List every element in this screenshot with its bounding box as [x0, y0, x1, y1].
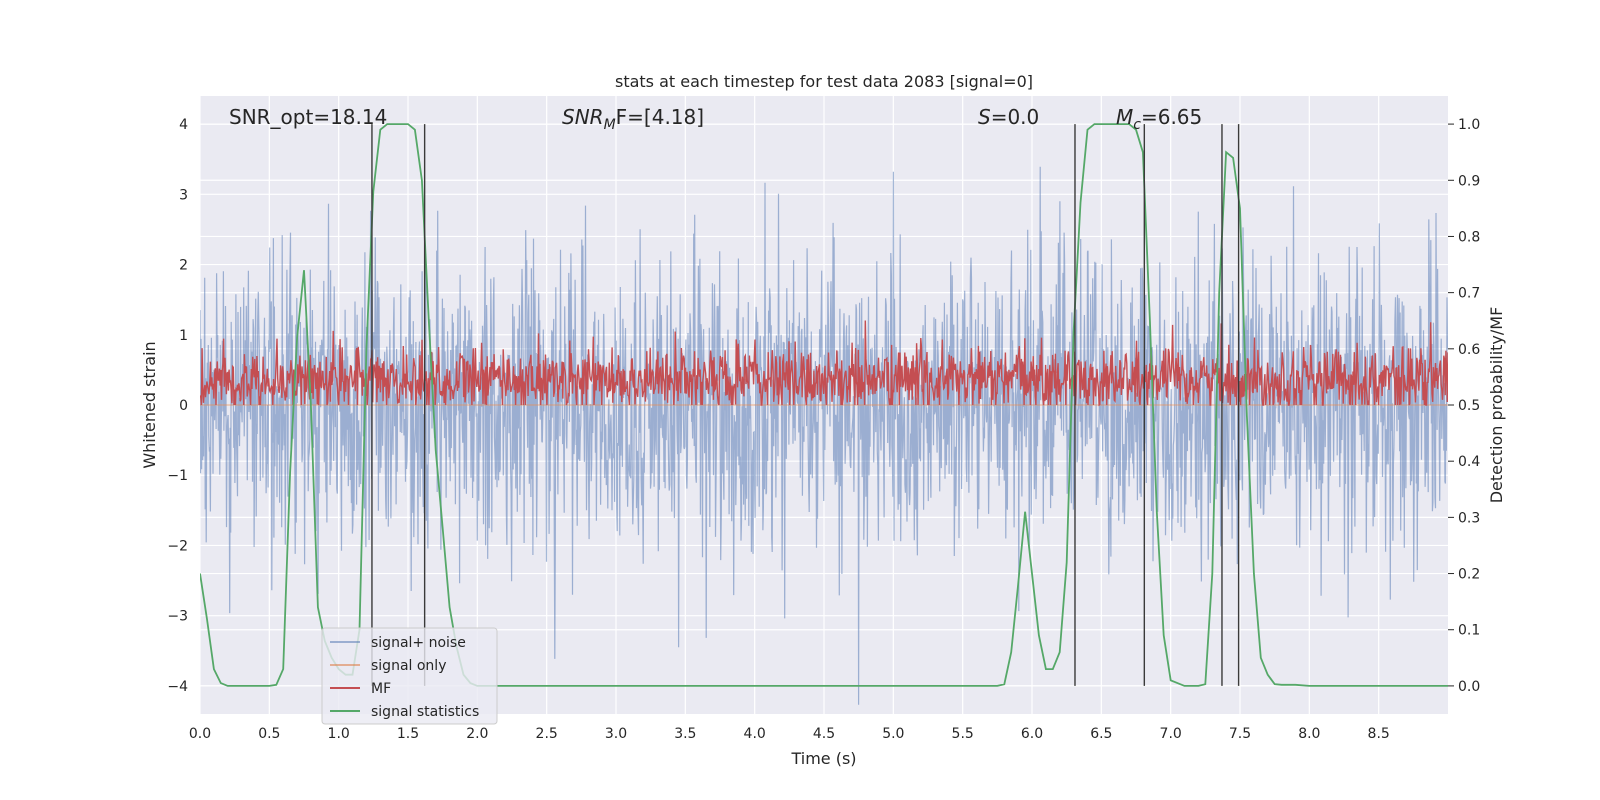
y-axis-label-left: Whitened strain — [140, 341, 159, 468]
annotation-snr-mf-sub: M — [604, 117, 616, 133]
x-tick-label: 7.0 — [1160, 726, 1182, 742]
series-mf — [200, 320, 1448, 407]
y-tick-label-right: 0.0 — [1458, 679, 1480, 695]
x-tick-label: 1.5 — [397, 726, 419, 742]
y-tick-label-left: 2 — [179, 258, 188, 274]
y-tick-label-right: 0.5 — [1458, 398, 1480, 414]
y-tick-label-right: 0.8 — [1458, 229, 1480, 245]
legend: signal+ noise signal only MF signal stat… — [321, 627, 498, 725]
y-tick-label-left: −3 — [167, 609, 188, 625]
y-tick-label-right: 0.1 — [1458, 623, 1480, 639]
y-tick-label-right: 0.9 — [1458, 173, 1480, 189]
annotation-snr-mf-base: SNR — [562, 105, 604, 129]
y-tick-label-right: 0.2 — [1458, 567, 1480, 583]
annotation-s: S=0.0 — [978, 105, 1039, 129]
x-tick-label: 7.5 — [1229, 726, 1251, 742]
x-tick-label: 0.5 — [258, 726, 280, 742]
x-tick-label: 4.5 — [813, 726, 835, 742]
x-tick-label: 2.5 — [536, 726, 558, 742]
y-tick-label-left: 0 — [179, 398, 188, 414]
y-tick-label-right: 1.0 — [1458, 117, 1480, 133]
data-layer — [200, 123, 1448, 705]
annotation-snr-mf-tail: F=[4.18] — [616, 105, 704, 129]
legend-box — [321, 627, 498, 725]
x-tick-label: 1.0 — [328, 726, 350, 742]
y-tick-label-left: 3 — [179, 187, 188, 203]
y-tick-label-right: 0.7 — [1458, 286, 1480, 302]
legend-label-signal-statistics: signal statistics — [371, 704, 479, 720]
x-tick-label: 4.0 — [744, 726, 766, 742]
series-signal-statistics — [200, 123, 1448, 687]
y-tick-label-left: −4 — [167, 679, 188, 695]
annotation-snr-opt: SNR_opt=18.14 — [229, 105, 387, 129]
annotation-s-var: S — [978, 105, 991, 129]
x-tick-label: 3.0 — [605, 726, 627, 742]
y-axis-label-right: Detection probability/MF — [1487, 307, 1506, 504]
annotation-mc-value: =6.65 — [1141, 105, 1202, 129]
y-tick-label-left: −1 — [167, 468, 188, 484]
x-tick-label: 8.0 — [1298, 726, 1320, 742]
x-axis-label: Time (s) — [790, 749, 856, 768]
vertical-markers — [371, 124, 1240, 686]
annotation-s-value: =0.0 — [991, 105, 1040, 129]
x-tick-label: 6.5 — [1090, 726, 1112, 742]
y-tick-label-right: 0.6 — [1458, 342, 1480, 358]
legend-label-signal-noise: signal+ noise — [371, 635, 466, 651]
x-tick-label: 6.0 — [1021, 726, 1043, 742]
y-tick-label-right: 0.4 — [1458, 454, 1480, 470]
x-tick-label: 0.0 — [189, 726, 211, 742]
x-tick-label: 5.0 — [882, 726, 904, 742]
y-tick-label-left: 1 — [179, 328, 188, 344]
annotation-mc-base: M — [1116, 105, 1133, 129]
x-tick-label: 8.5 — [1368, 726, 1390, 742]
x-tick-label: 2.0 — [466, 726, 488, 742]
annotation-mc: Mc=6.65 — [1116, 105, 1202, 133]
y-tick-label-left: −2 — [167, 538, 188, 554]
y-tick-label-right: 0.3 — [1458, 510, 1480, 526]
chart-title: stats at each timestep for test data 208… — [615, 72, 1033, 91]
annotation-snr-mf: SNRMF=[4.18] — [562, 105, 704, 133]
x-tick-label: 3.5 — [674, 726, 696, 742]
y-tick-label-left: 4 — [179, 117, 188, 133]
legend-label-signal-only: signal only — [371, 658, 446, 674]
legend-label-mf: MF — [371, 681, 391, 697]
annotation-mc-sub: c — [1133, 117, 1141, 133]
x-tick-label: 5.5 — [952, 726, 974, 742]
tick-labels: 0.0 0.5 1.0 1.5 2.0 2.5 3.0 3.5 4.0 4.5 5.0 5.5 6.0 6… — [167, 117, 1480, 742]
